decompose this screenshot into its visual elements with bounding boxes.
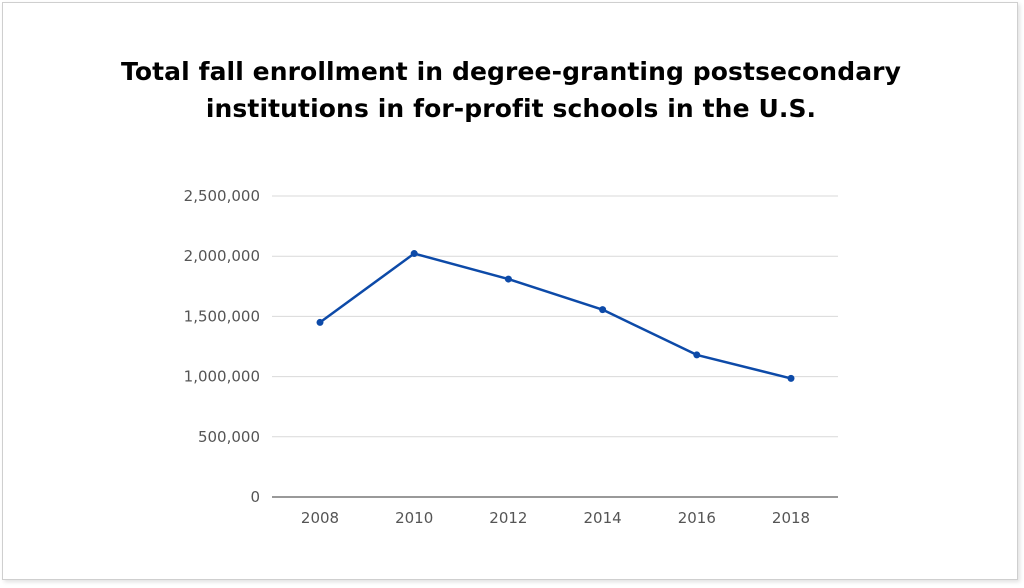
y-axis-ticks: 0 500,000 1,000,000 1,500,000 2,000,000 2,500… [184,187,260,506]
y-tick-label: 1,000,000 [184,368,260,386]
y-tick-label: 500,000 [198,428,260,446]
x-tick-label: 2014 [584,509,622,527]
chart-title-line-2: institutions in for-profit schools in th… [205,94,817,123]
data-point [504,275,512,283]
x-tick-label: 2010 [395,509,433,527]
data-point [787,374,795,382]
y-tick-label: 1,500,000 [184,307,260,325]
data-point [410,250,418,258]
x-tick-label: 2016 [678,509,716,527]
series-layer [316,250,795,382]
data-point [599,306,607,314]
data-point [693,351,701,359]
x-tick-label: 2008 [301,509,339,527]
chart-title-line-1: Total fall enrollment in degree-granting… [120,57,901,86]
gridlines [272,195,838,438]
chart-title: Total fall enrollment in degree-granting… [3,53,1019,127]
y-tick-label: 0 [250,488,260,506]
x-tick-label: 2018 [772,509,810,527]
y-tick-label: 2,000,000 [184,247,260,265]
x-axis-ticks: 2008 2010 2012 2014 2016 2018 [301,509,810,527]
y-tick-label: 2,500,000 [184,187,260,205]
x-tick-label: 2012 [489,509,527,527]
series-line [318,252,793,380]
chart-card: Total fall enrollment in degree-granting… [2,2,1018,580]
data-point [316,318,324,326]
